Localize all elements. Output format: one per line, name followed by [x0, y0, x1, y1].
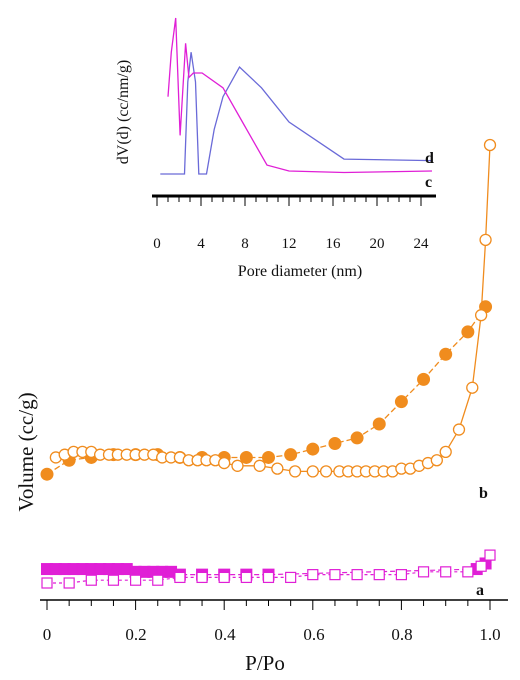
data-point-a-adsorption	[262, 571, 275, 584]
data-point-a-adsorption	[174, 571, 186, 584]
main-y-axis-label: Volume (cc/g)	[14, 392, 38, 511]
inset-x-tick-label: 8	[241, 236, 249, 252]
data-point-b-desorption	[284, 448, 298, 462]
main-x-tick-label: 0.6	[303, 625, 324, 644]
data-point-b-adsorption	[466, 381, 479, 394]
data-point-b-adsorption	[319, 465, 333, 478]
data-point-a-adsorption	[41, 577, 53, 589]
data-point-a-adsorption	[462, 566, 474, 578]
inset-line-c	[167, 17, 433, 174]
data-point-a-adsorption	[307, 569, 319, 581]
data-point-b-adsorption	[483, 138, 497, 152]
main-x-tick-label: 0.4	[214, 625, 236, 644]
data-point-a-adsorption	[417, 566, 430, 578]
main-x-axis-label: P/Po	[245, 651, 285, 675]
data-point-a-adsorption	[351, 569, 363, 581]
inset-x-axis-label: Pore diameter (nm)	[238, 263, 362, 280]
inset-x-tick-label: 0	[153, 236, 161, 252]
data-point-b-adsorption	[218, 456, 231, 470]
inset-line-d	[160, 52, 433, 175]
data-point-b-desorption	[394, 395, 408, 409]
series-label-b: b	[479, 485, 488, 502]
inset-x-tick-label: 20	[370, 236, 385, 252]
main-x-tick-label: 0.8	[391, 625, 412, 644]
data-point-a-adsorption	[107, 574, 120, 586]
data-point-b-desorption	[262, 450, 275, 464]
inset-series-label-c: c	[425, 174, 432, 191]
series-a-adsorption	[41, 549, 496, 589]
data-point-b-desorption	[372, 417, 386, 431]
data-point-b-adsorption	[439, 445, 452, 459]
data-point-b-adsorption	[271, 462, 284, 475]
data-point-a-adsorption	[85, 574, 97, 586]
data-point-b-adsorption	[452, 423, 466, 436]
data-point-a-adsorption	[373, 569, 385, 581]
data-point-b-adsorption	[430, 454, 443, 467]
data-point-b-desorption	[40, 467, 54, 481]
data-point-b-adsorption	[288, 465, 302, 478]
data-point-a-adsorption	[130, 574, 142, 586]
main-x-ticks	[46, 600, 491, 610]
inset-plot: 0 4 8 12 16 20 24 Pore diameter (nm) dV(…	[115, 17, 436, 280]
data-point-b-desorption	[350, 431, 364, 445]
data-point-a-adsorption	[152, 574, 164, 586]
inset-y-axis-label: dV(d) (cc/nm/g)	[115, 60, 132, 164]
data-point-a-adsorption	[196, 571, 208, 584]
data-point-a-adsorption	[218, 571, 230, 584]
data-point-b-adsorption	[474, 309, 488, 322]
data-point-b-desorption	[461, 325, 475, 339]
data-point-a-adsorption	[440, 566, 452, 578]
data-point-a-adsorption	[484, 549, 496, 561]
inset-series-d	[160, 52, 433, 175]
inset-x-tick-label: 24	[414, 236, 430, 252]
data-point-a-adsorption	[395, 569, 407, 581]
main-plot: 0 0.2 0.4 0.6 0.8 1.0 P/Po Volume (cc/g)…	[14, 138, 508, 675]
data-point-b-adsorption	[479, 233, 492, 247]
data-point-a-adsorption	[329, 569, 341, 581]
data-point-b-desorption	[328, 437, 342, 451]
data-point-a-adsorption	[63, 577, 75, 589]
inset-x-tick-label: 12	[282, 236, 297, 252]
main-x-tick-label: 0	[43, 625, 52, 644]
data-point-b-adsorption	[231, 459, 244, 472]
series-a-adsorption-markers	[41, 549, 496, 589]
series-b-adsorption-markers	[49, 138, 497, 478]
data-point-b-desorption	[417, 372, 431, 386]
series-label-a: a	[476, 582, 484, 599]
data-point-b-adsorption	[253, 459, 266, 472]
inset-x-tick-label: 16	[326, 236, 342, 252]
data-point-b-adsorption	[306, 465, 319, 478]
data-point-a-adsorption	[240, 571, 252, 584]
data-point-b-desorption	[306, 442, 320, 456]
inset-x-tick-label: 4	[197, 236, 205, 252]
main-x-tick-label: 0.2	[125, 625, 146, 644]
series-b-adsorption	[49, 138, 497, 478]
data-point-b-desorption	[439, 347, 453, 361]
series-b-adsorption-line	[55, 144, 491, 473]
data-point-a-adsorption	[475, 560, 487, 572]
inset-series-c	[167, 17, 433, 174]
inset-x-ticks	[156, 196, 422, 206]
data-point-b-desorption	[239, 450, 253, 464]
main-x-tick-label: 1.0	[479, 625, 500, 644]
data-point-a-adsorption	[285, 571, 297, 584]
inset-series-label-d: d	[425, 150, 434, 167]
